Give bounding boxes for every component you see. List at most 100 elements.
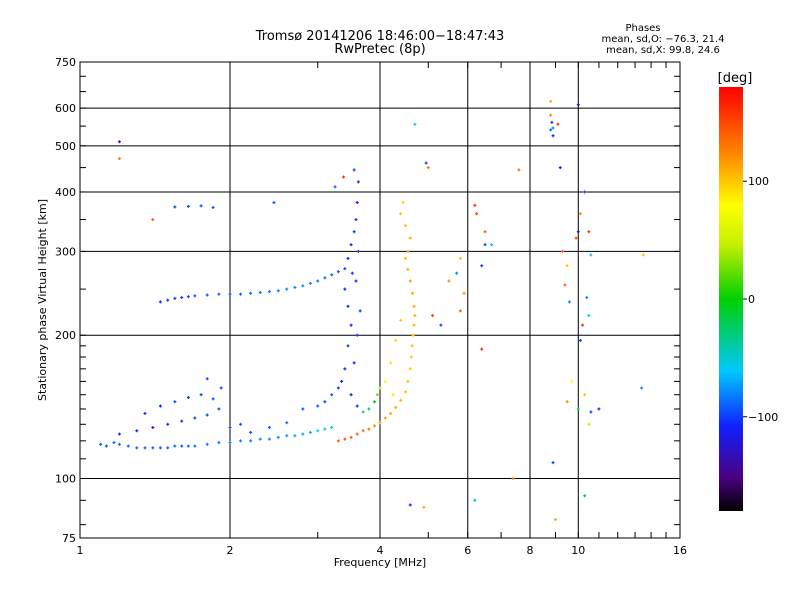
data-point [447,279,451,283]
data-point [578,338,582,342]
y-axis-label: Stationary phase Virtual Height [km] [36,199,49,401]
data-point [293,285,297,289]
data-point [117,432,121,436]
data-point [117,140,121,144]
data-point [355,404,359,408]
data-point [375,393,379,397]
data-point [367,407,371,411]
data-point [413,314,417,318]
colorbar-gradient [719,87,743,511]
data-point [401,201,405,205]
data-point [556,122,560,126]
data-point [186,444,190,448]
data-point [551,134,555,138]
data-point [561,249,565,253]
data-point [151,425,155,429]
data-point [343,437,347,441]
data-point [323,400,327,404]
data-point [409,355,413,359]
data-point [408,236,412,240]
data-point [378,386,382,390]
data-point [549,99,553,103]
data-point [567,300,571,304]
data-point [249,439,253,443]
data-point [301,432,305,436]
data-point [173,205,177,209]
colorbar-tick-label: 0 [748,293,755,306]
data-point [517,168,521,172]
data-point [193,444,197,448]
data-point [587,422,591,426]
data-point [180,296,184,300]
data-point [583,190,587,194]
data-point [352,230,356,234]
data-point [411,333,415,337]
y-tick-label: 200 [55,329,76,342]
data-point [346,304,350,308]
data-point [585,296,589,300]
data-point [352,361,356,365]
data-point [301,407,305,411]
x-axis-label: Frequency [MHz] [334,556,426,569]
data-point [399,212,403,216]
data-point [413,122,417,126]
data-point [403,256,407,260]
data-point [389,361,393,365]
data-point [439,323,443,327]
data-point [104,444,108,448]
data-point [343,287,347,291]
data-point [383,379,387,383]
data-point [458,309,462,313]
data-point [143,446,147,450]
x-tick-label: 8 [527,544,534,557]
data-point [285,287,289,291]
data-point [186,295,190,299]
data-point [126,444,130,448]
data-point [367,427,371,431]
data-point [316,404,320,408]
data-point [308,281,312,285]
data-point [406,379,410,383]
data-point [570,379,574,383]
data-point [173,400,177,404]
data-point [217,441,221,445]
data-point [330,425,334,429]
data-point [158,446,162,450]
axis-ticks [79,62,681,538]
x-tick-label: 2 [227,544,234,557]
data-point [475,212,479,216]
data-point [549,128,553,132]
data-point [583,494,587,498]
data-point [578,212,582,216]
data-point [349,435,353,439]
data-point [462,291,466,295]
data-point [166,422,170,426]
data-point [551,461,555,465]
data-point [323,276,327,280]
data-point [356,180,360,184]
colorbar-tick-label: 100 [748,175,769,188]
data-point [511,477,515,481]
data-point [316,279,320,283]
x-tick-label: 10 [571,544,585,557]
data-point [549,113,553,117]
data-point [217,292,221,296]
data-point [361,429,365,433]
data-point [173,296,177,300]
data-point [490,243,494,247]
data-point [272,201,276,205]
data-point [373,424,377,428]
data-point [576,230,580,234]
data-point [576,407,580,411]
data-point [117,157,121,161]
data-point [565,400,569,404]
data-point [267,425,271,429]
data-point [354,218,358,222]
data-point [193,416,197,420]
data-point [199,393,203,397]
phase-info-heading: Phases [625,23,660,34]
data-point [399,398,403,402]
phase-info-x-line: mean, sd,X: 99.8, 24.6 [606,45,720,56]
data-point [330,393,334,397]
